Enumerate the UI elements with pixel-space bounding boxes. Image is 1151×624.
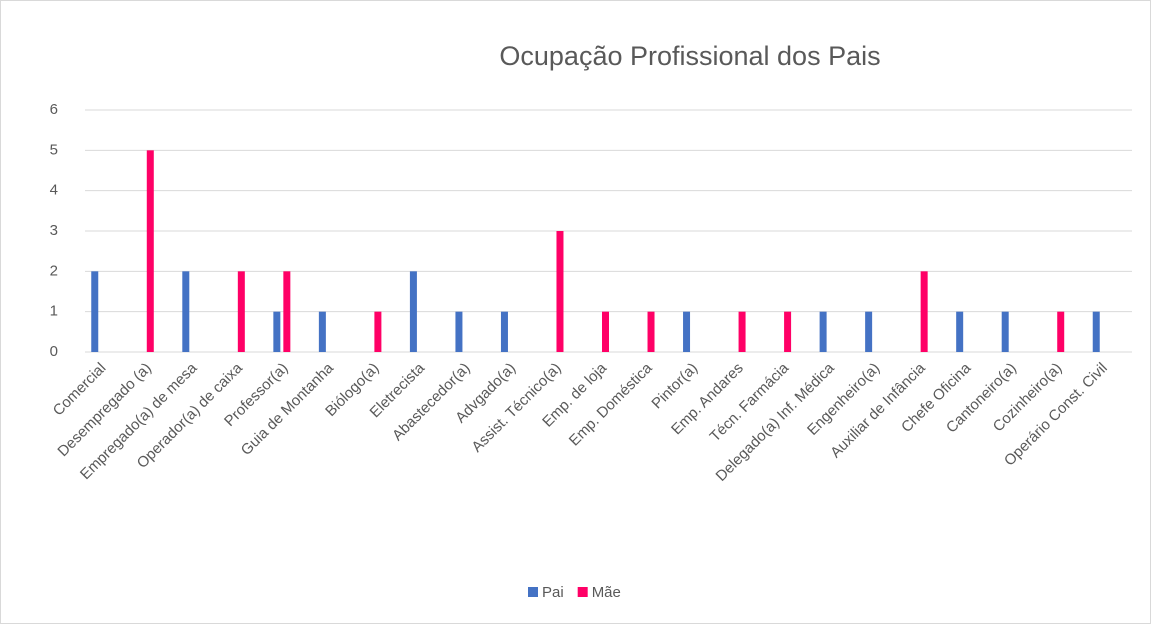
bar bbox=[283, 271, 291, 352]
bar bbox=[865, 311, 873, 352]
y-tick-label: 6 bbox=[50, 101, 58, 118]
legend-swatch bbox=[577, 587, 588, 597]
legend-label: Mãe bbox=[592, 584, 621, 601]
chart-title: Ocupação Profissional dos Pais bbox=[499, 41, 880, 71]
bar bbox=[374, 311, 382, 352]
bar bbox=[409, 271, 417, 352]
bar bbox=[182, 271, 190, 352]
bar bbox=[738, 311, 746, 352]
y-tick-label: 0 bbox=[50, 343, 58, 360]
bar bbox=[318, 311, 326, 352]
bar bbox=[1057, 311, 1065, 352]
y-tick-label: 1 bbox=[50, 303, 58, 320]
bar bbox=[647, 311, 655, 352]
legend-label: Pai bbox=[542, 584, 564, 601]
legend-swatch bbox=[528, 587, 538, 597]
bar bbox=[237, 271, 245, 352]
bar bbox=[500, 311, 508, 352]
bar bbox=[91, 271, 99, 352]
bar bbox=[602, 311, 609, 352]
y-tick-label: 4 bbox=[50, 182, 58, 199]
bar bbox=[273, 311, 281, 352]
bar bbox=[819, 311, 827, 352]
bar bbox=[784, 311, 792, 352]
bar bbox=[956, 311, 964, 352]
bar bbox=[556, 231, 564, 352]
bar bbox=[683, 311, 691, 352]
bar bbox=[920, 271, 928, 352]
bar bbox=[1001, 311, 1009, 352]
bar bbox=[146, 150, 154, 352]
bar bbox=[455, 311, 463, 352]
y-tick-label: 3 bbox=[50, 222, 58, 239]
bar bbox=[1092, 311, 1100, 352]
y-tick-label: 5 bbox=[50, 141, 58, 158]
y-tick-label: 2 bbox=[50, 262, 58, 279]
